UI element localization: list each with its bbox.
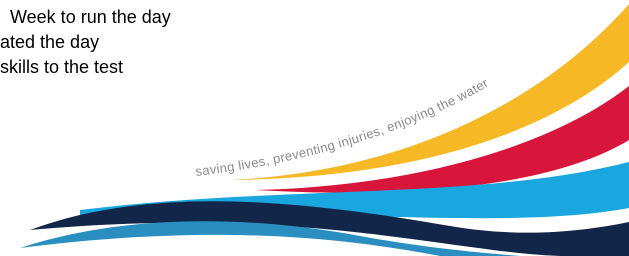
text-line: skills to the test — [0, 56, 123, 78]
tagline: saving lives, preventing injuries, enjoy… — [195, 75, 492, 179]
tagline-text: saving lives, preventing injuries, enjoy… — [195, 75, 492, 179]
text-line: ated the day — [0, 31, 99, 53]
text-line: Week to run the day — [10, 6, 171, 28]
slide: saving lives, preventing injuries, enjoy… — [0, 0, 629, 256]
